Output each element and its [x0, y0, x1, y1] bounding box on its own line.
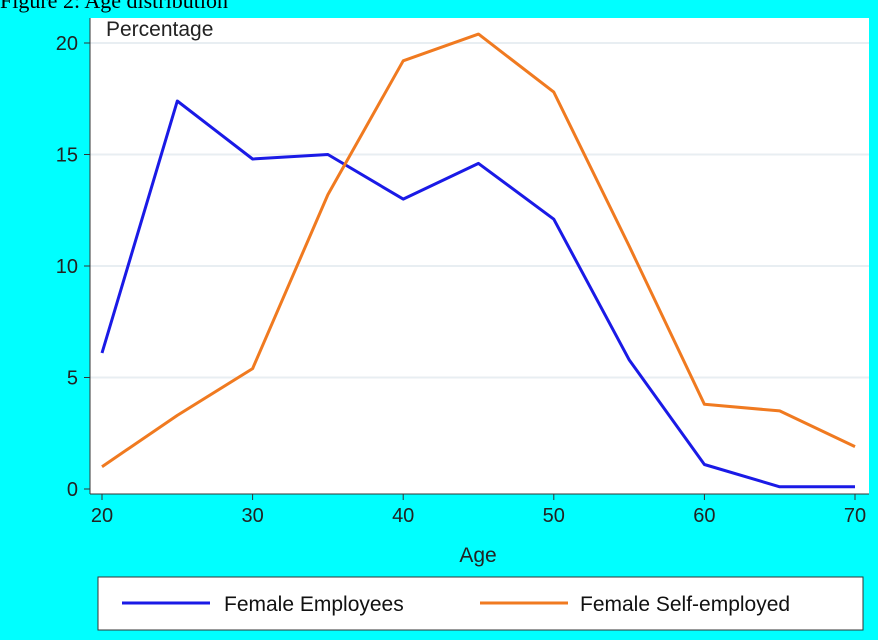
figure-caption: Figure 2: Age distribution — [0, 0, 228, 13]
y-axis-title: Percentage — [106, 18, 213, 41]
x-tick-label: 30 — [241, 505, 263, 527]
legend-label-self-employed: Female Self-employed — [580, 593, 790, 616]
x-tick-label: 60 — [693, 505, 715, 527]
x-axis-title: Age — [459, 544, 496, 567]
series-line-female-self-employed — [101, 32, 856, 468]
y-ticks: 0 5 10 15 20 — [56, 33, 90, 501]
x-tick-label: 50 — [543, 505, 565, 527]
x-ticks: 20 30 40 50 60 70 — [91, 494, 866, 527]
legend-label-employees: Female Employees — [224, 593, 404, 616]
series-line-female-employees — [100, 99, 855, 489]
y-tick-label: 10 — [56, 256, 78, 278]
y-tick-label: 0 — [67, 479, 78, 501]
legend — [97, 576, 864, 631]
y-tick-label: 5 — [67, 368, 78, 390]
plot-area — [90, 18, 869, 494]
x-tick-label: 20 — [91, 505, 113, 527]
y-tick-label: 20 — [56, 33, 78, 55]
x-tick-label: 70 — [844, 505, 866, 527]
gridlines — [90, 42, 869, 379]
x-tick-label: 40 — [392, 505, 414, 527]
y-tick-label: 15 — [56, 145, 78, 167]
series-lines — [100, 32, 856, 489]
